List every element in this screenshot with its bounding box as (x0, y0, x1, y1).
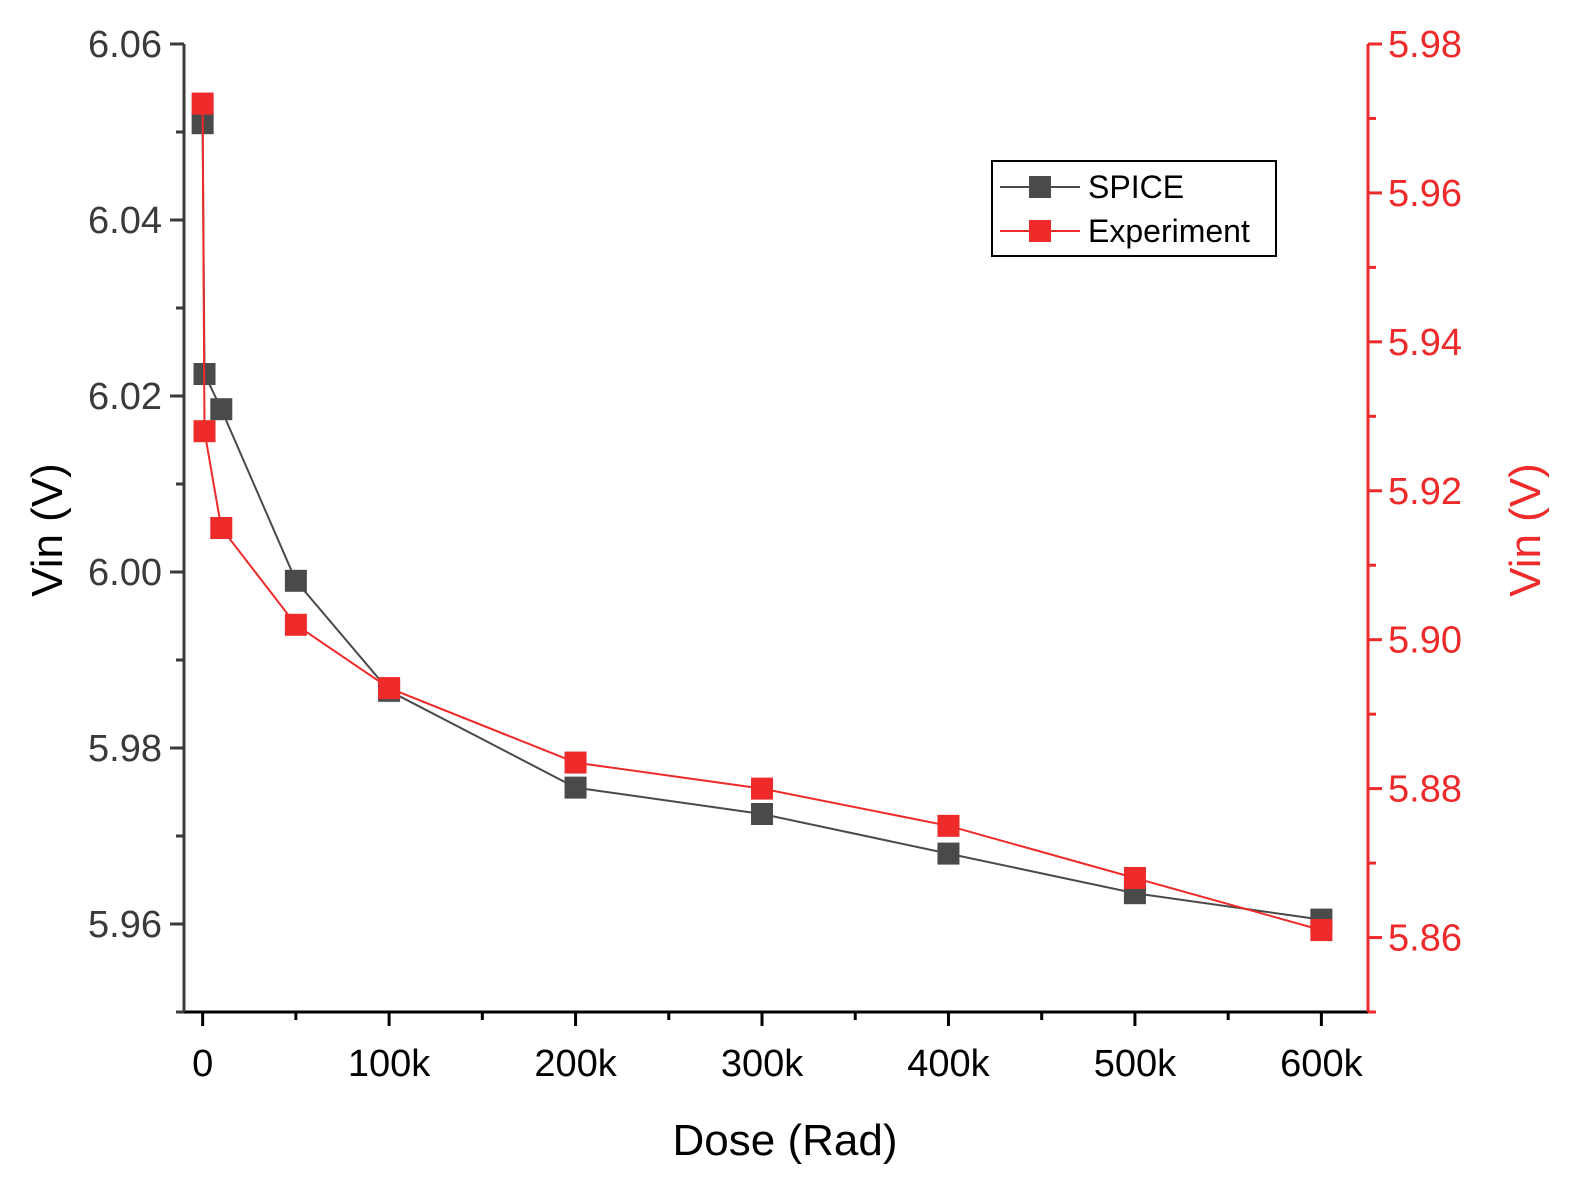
x-tick-label: 200k (534, 1043, 617, 1085)
y-left-tick-label: 6.00 (88, 552, 162, 594)
y-left-axis-title: Vin (V) (23, 463, 72, 597)
data-point-spice (210, 398, 233, 421)
y-left-tick-label: 5.98 (88, 728, 162, 770)
y-left-tick-label: 6.02 (88, 376, 162, 418)
data-point-experiment (193, 420, 216, 443)
y-left-tick-label: 6.04 (88, 200, 162, 242)
y-left-tick-label: 6.06 (88, 24, 162, 66)
legend-label-spice: SPICE (1088, 169, 1184, 205)
y-right-tick-label: 5.96 (1388, 173, 1462, 215)
data-point-spice (284, 569, 307, 592)
data-point-experiment (378, 677, 401, 700)
x-tick-label: 500k (1094, 1043, 1177, 1085)
y-right-axis-title: Vin (V) (1501, 463, 1550, 597)
series-line-spice (201, 123, 1322, 921)
legend-label-experiment: Experiment (1088, 213, 1250, 249)
y-right-tick-label: 5.92 (1388, 471, 1462, 513)
y-right-tick-label: 5.88 (1388, 769, 1462, 811)
axes: 0 100k 200k 300k 400k 500k 600k 5.96 5.98 6.00 6.0… (88, 24, 1462, 1085)
legend-marker-experiment (1029, 220, 1051, 242)
data-point-experiment (1123, 866, 1146, 889)
y-right-tick-label: 5.94 (1388, 322, 1462, 364)
data-point-spice (564, 776, 587, 799)
x-tick-label: 300k (721, 1043, 804, 1085)
x-tick-label: 400k (907, 1043, 990, 1085)
y-right-tick-label: 5.90 (1388, 620, 1462, 662)
legend: SPICE Experiment (991, 160, 1277, 257)
series-layer (191, 92, 1333, 942)
x-tick-label: 0 (192, 1043, 213, 1085)
y-right-tick-label: 5.98 (1388, 24, 1462, 66)
x-tick-label: 100k (348, 1043, 431, 1085)
y-right-tick-label: 5.86 (1388, 918, 1462, 960)
x-tick-label: 600k (1280, 1043, 1363, 1085)
data-point-experiment (1310, 919, 1333, 942)
data-point-experiment (937, 814, 960, 837)
data-point-spice (751, 803, 774, 825)
data-point-experiment (284, 613, 307, 636)
data-point-experiment (191, 92, 214, 115)
legend-marker-spice (1029, 176, 1051, 198)
y-left-tick-label: 5.96 (88, 904, 162, 946)
data-point-experiment (210, 517, 233, 539)
x-axis-title: Dose (Rad) (673, 1116, 898, 1165)
data-point-experiment (564, 751, 587, 774)
data-point-experiment (751, 777, 774, 800)
series-line-experiment (201, 103, 1322, 932)
data-point-spice (937, 842, 960, 865)
